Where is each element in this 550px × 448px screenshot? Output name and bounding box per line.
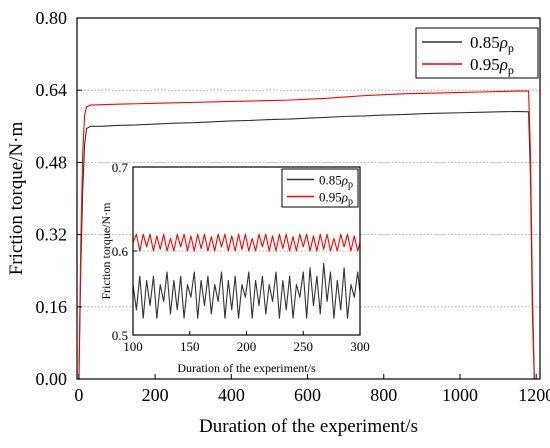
inset-series-line-1: [132, 233, 361, 252]
main-x-tick-label: 600: [294, 385, 321, 405]
main-legend-label-symbol: ρ: [499, 55, 508, 74]
inset-x-tick-label: 150: [180, 339, 200, 354]
inset-legend-label-0: 0.85ρp: [319, 173, 353, 191]
inset-x-tick-label: 200: [237, 339, 257, 354]
main-x-tick-label: 0: [74, 385, 83, 405]
inset-legend-label-symbol: ρ: [341, 190, 348, 205]
main-legend-box: [415, 27, 539, 79]
main-y-tick-label: 0.64: [36, 80, 68, 100]
inset-y-axis-title: Friction torque/N·m: [99, 202, 113, 300]
main-y-axis-title: Friction torque/N·m: [6, 122, 27, 276]
inset-y-tick-label: 0.7: [112, 160, 129, 175]
inset-legend-label-subscript: p: [348, 197, 353, 208]
main-series-line-0: [78, 110, 535, 380]
main-series-line-1: [78, 90, 535, 380]
main-legend-label-number: 0.95: [470, 55, 500, 74]
main-legend-label-1: 0.95ρp: [470, 55, 514, 77]
inset-x-tick-label: 300: [350, 339, 370, 354]
inset-series-line-0: [132, 263, 361, 319]
inset-legend-label-symbol: ρ: [341, 173, 348, 188]
inset-x-tick-label: 250: [294, 339, 314, 354]
main-x-axis-title: Duration of the experiment/s: [199, 416, 418, 437]
main-x-tick-label: 1200: [518, 385, 550, 405]
main-x-tick-label: 1000: [442, 385, 478, 405]
inset-y-tick-label: 0.5: [112, 328, 128, 343]
main-legend-label-subscript: p: [508, 41, 514, 55]
inset-x-tick-label: 100: [123, 339, 143, 354]
main-legend-label-0: 0.85ρp: [470, 33, 514, 55]
inset-legend-label-1: 0.95ρp: [319, 190, 353, 208]
main-y-tick-label: 0.80: [36, 8, 68, 28]
inset-y-tick-label: 0.6: [112, 244, 129, 259]
main-legend-label-subscript: p: [508, 63, 514, 77]
main-y-tick-label: 0.32: [36, 225, 68, 245]
main-x-tick-label: 200: [142, 385, 169, 405]
main-legend-label-symbol: ρ: [499, 33, 508, 52]
inset-legend-label-number: 0.85: [319, 173, 342, 188]
main-plot-frame: [76, 17, 541, 380]
inset-x-axis-title: Duration of the experiment/s: [177, 361, 316, 375]
inset-legend-label-subscript: p: [348, 180, 353, 191]
main-legend-label-number: 0.85: [470, 33, 500, 52]
main-y-tick-label: 0.48: [36, 152, 68, 172]
main-chart: 0 200 400 600 800 1000 1200 0.00 0.16 0.32 0.48 0.6…: [6, 8, 550, 437]
main-y-tick-label: 0.00: [36, 369, 68, 389]
inset-legend-label-number: 0.95: [319, 190, 342, 205]
inset-legend-box: [281, 168, 359, 208]
main-x-tick-label: 400: [218, 385, 245, 405]
main-x-tick-label: 800: [370, 385, 397, 405]
inset-chart: 100 150 200 250 300 0.5 0.6 0.7 Duration of the …: [99, 160, 370, 375]
main-y-tick-label: 0.16: [36, 297, 68, 317]
